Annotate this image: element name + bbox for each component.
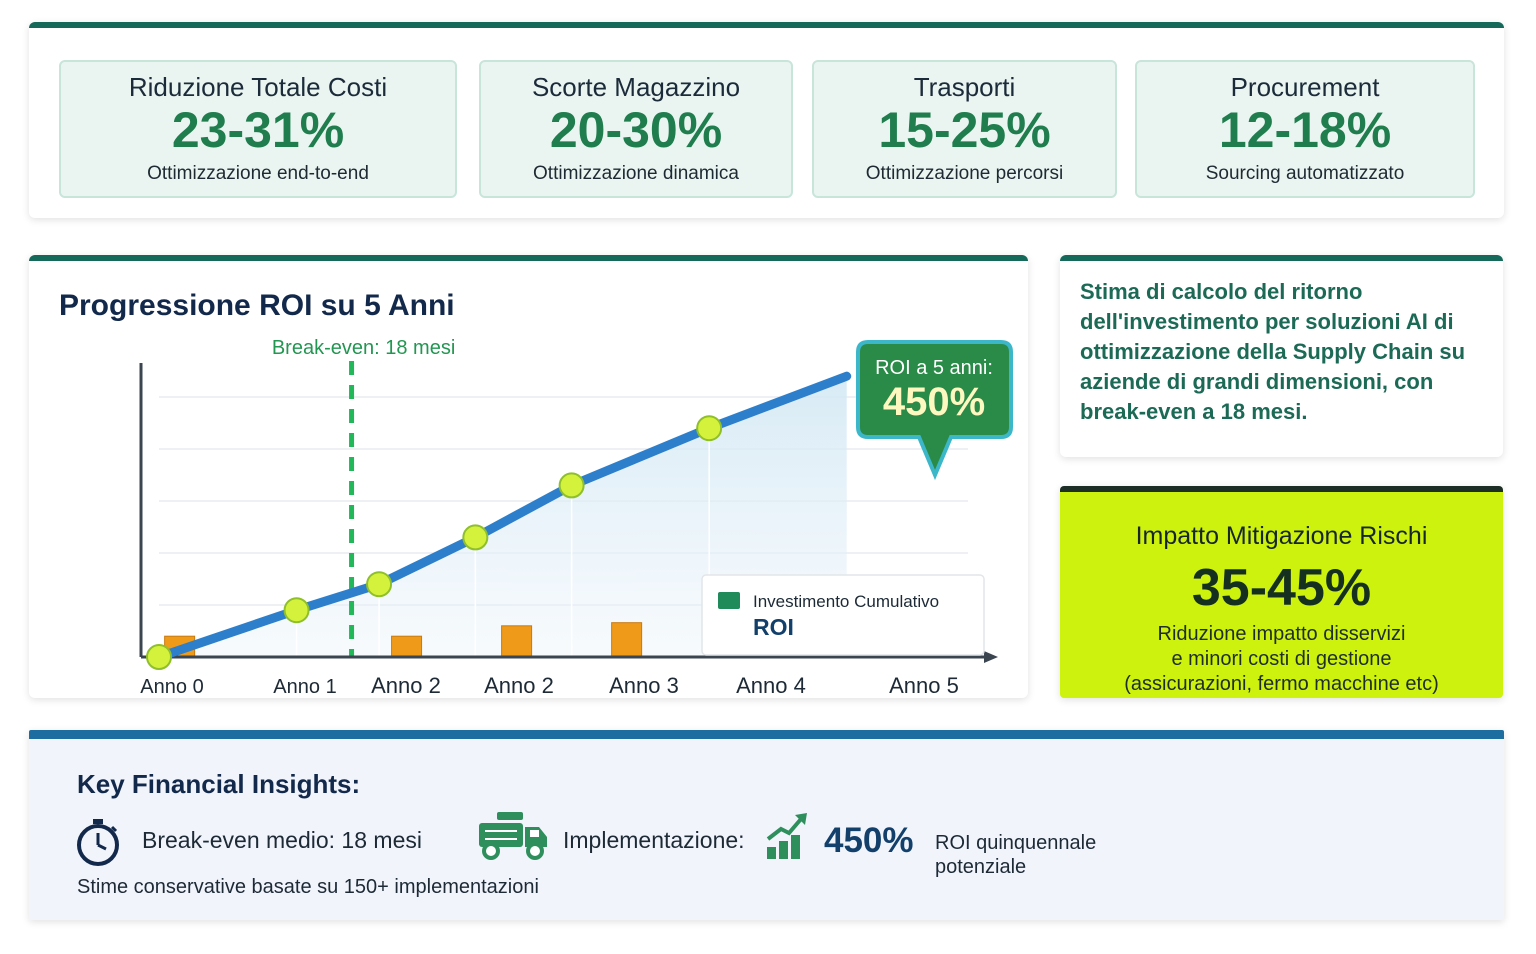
- kpi-card-transport: Trasporti 15-25% Ottimizzazione percorsi: [812, 60, 1117, 198]
- roi-point: [283, 597, 310, 624]
- insights-title: Key Financial Insights:: [77, 769, 361, 799]
- x-tick-label: Anno 0: [140, 676, 203, 698]
- roi-chart-panel: Break-even: 18 mesi Anno 0 Anno 1 Anno 2 An…: [29, 255, 1028, 698]
- kpi-value: 20-30%: [549, 102, 723, 158]
- kpi-panel: Riduzione Totale Costi 23-31% Ottimizzaz…: [29, 22, 1504, 218]
- kpi-card-procurement: Procurement 12-18% Sourcing automatizzat…: [1135, 60, 1475, 198]
- key-insights-panel: Key Financial Insights: Break-even medio…: [29, 730, 1504, 920]
- x-tick-label: Anno 2: [484, 673, 554, 698]
- risk-desc-line: e minori costi di gestione: [1171, 648, 1392, 670]
- kpi-desc: Ottimizzazione end-to-end: [147, 163, 369, 184]
- insights-note: Stime conservative basate su 150+ implem…: [77, 876, 539, 898]
- description-text: Stima di calcolo del ritorno dell'invest…: [1080, 279, 1466, 424]
- insight-break-even: Break-even medio: 18 mesi: [142, 827, 422, 853]
- kpi-desc: Ottimizzazione percorsi: [865, 163, 1064, 184]
- kpi-value: 23-31%: [171, 102, 345, 158]
- x-tick-label: Anno 3: [609, 673, 679, 698]
- insight-implementation: Implementazione:: [563, 827, 745, 853]
- insight-roi-label: ROI quinquennale potenziale: [935, 832, 1097, 878]
- risk-value: 35-45%: [1191, 559, 1372, 617]
- investment-bar: [501, 625, 533, 658]
- x-tick-label: Anno 2: [371, 673, 441, 698]
- risk-title: Impatto Mitigazione Rischi: [1135, 522, 1428, 550]
- kpi-value: 12-18%: [1218, 102, 1392, 158]
- description-panel: Stima di calcolo del ritorno dell'invest…: [1060, 255, 1503, 457]
- roi-point: [146, 644, 172, 670]
- x-tick-label: Anno 1: [273, 676, 336, 698]
- legend-label-roi: ROI: [753, 614, 794, 640]
- kpi-title: Procurement: [1230, 72, 1380, 102]
- roi-point: [558, 472, 585, 499]
- roi-chart: Break-even: 18 mesi Anno 0 Anno 1 Anno 2 An…: [139, 337, 1013, 698]
- legend-swatch-investment: [718, 592, 740, 609]
- kpi-title: Scorte Magazzino: [531, 72, 741, 102]
- stopwatch-icon: [77, 819, 119, 866]
- roi-callout-bubble: [856, 340, 1013, 481]
- x-tick-label: Anno 4: [736, 673, 806, 698]
- growth-chart-icon: [766, 813, 807, 859]
- kpi-value: 15-25%: [878, 102, 1051, 158]
- roi-point: [696, 415, 723, 442]
- risk-desc-line: Riduzione impatto disservizi: [1157, 623, 1406, 645]
- break-even-label: Break-even: 18 mesi: [272, 337, 455, 359]
- legend-box: [701, 574, 985, 656]
- kpi-title: Trasporti: [913, 72, 1016, 102]
- kpi-title: Riduzione Totale Costi: [128, 72, 388, 102]
- roi-callout-value: 450%: [883, 380, 985, 424]
- roi-point: [366, 571, 393, 598]
- kpi-card-inventory: Scorte Magazzino 20-30% Ottimizzazione d…: [479, 60, 793, 198]
- kpi-desc: Sourcing automatizzato: [1205, 163, 1405, 184]
- risk-description: Riduzione impatto disservizi e minori co…: [1060, 622, 1503, 697]
- roi-point: [462, 524, 489, 551]
- risk-mitigation-panel: Impatto Mitigazione Rischi 35-45% Riduzi…: [1060, 486, 1503, 698]
- investment-bar: [391, 635, 423, 658]
- insight-roi-value: 450%: [824, 821, 914, 860]
- risk-desc-line: (assicurazioni, fermo macchine etc): [1124, 673, 1439, 695]
- chart-title: Progressione ROI su 5 Anni: [59, 289, 455, 322]
- roi-callout-label: ROI a 5 anni:: [875, 357, 993, 379]
- x-tick-label: Anno 5: [889, 673, 959, 698]
- investment-bar: [611, 622, 643, 658]
- kpi-desc: Ottimizzazione dinamica: [533, 163, 739, 184]
- kpi-card-total-costs: Riduzione Totale Costi 23-31% Ottimizzaz…: [59, 60, 457, 198]
- x-axis-arrow: [984, 651, 998, 663]
- truck-icon: [479, 812, 547, 860]
- legend-label-investment: Investimento Cumulativo: [753, 592, 939, 611]
